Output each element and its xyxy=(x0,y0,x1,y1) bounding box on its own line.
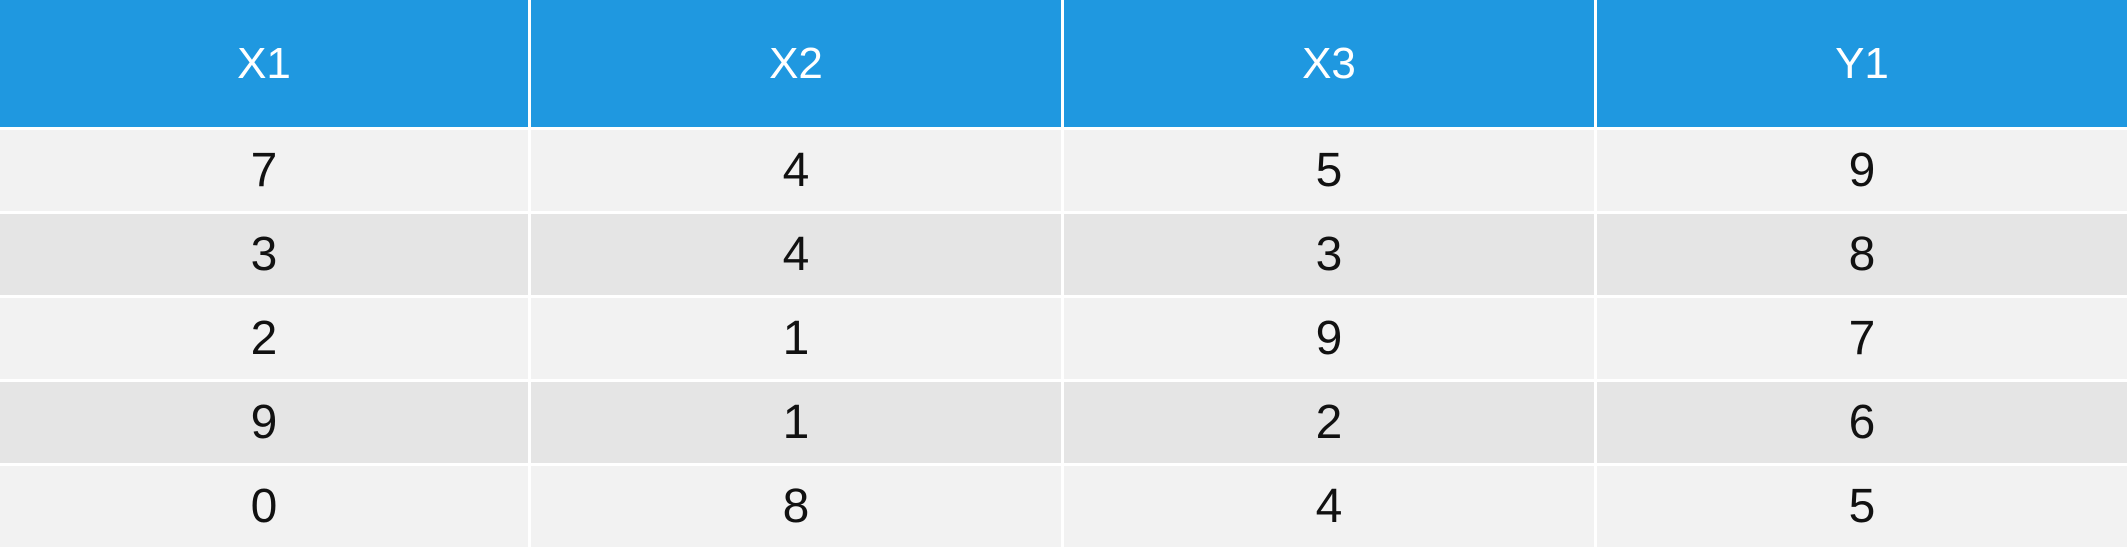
header-x3: X3 xyxy=(1064,0,1594,127)
table-cell-y1: 9 xyxy=(1597,130,2127,211)
table-cell-y1: 6 xyxy=(1597,382,2127,463)
header-x1: X1 xyxy=(0,0,528,127)
table-cell-x1: 2 xyxy=(0,298,528,379)
table-cell-x3: 9 xyxy=(1064,298,1594,379)
table-cell-x2: 1 xyxy=(531,382,1061,463)
table-cell-y1: 5 xyxy=(1597,466,2127,547)
table-cell-x2: 4 xyxy=(531,130,1061,211)
table-cell-x3: 2 xyxy=(1064,382,1594,463)
table-cell-y1: 7 xyxy=(1597,298,2127,379)
header-x2: X2 xyxy=(531,0,1061,127)
table-cell-x3: 4 xyxy=(1064,466,1594,547)
table-cell-x1: 9 xyxy=(0,382,528,463)
table-cell-x2: 8 xyxy=(531,466,1061,547)
table-cell-x2: 1 xyxy=(531,298,1061,379)
table-cell-x1: 3 xyxy=(0,214,528,295)
table-cell-x1: 0 xyxy=(0,466,528,547)
header-y1: Y1 xyxy=(1597,0,2127,127)
table-cell-x1: 7 xyxy=(0,130,528,211)
table-cell-x2: 4 xyxy=(531,214,1061,295)
table-cell-x3: 5 xyxy=(1064,130,1594,211)
table-cell-x3: 3 xyxy=(1064,214,1594,295)
table-cell-y1: 8 xyxy=(1597,214,2127,295)
